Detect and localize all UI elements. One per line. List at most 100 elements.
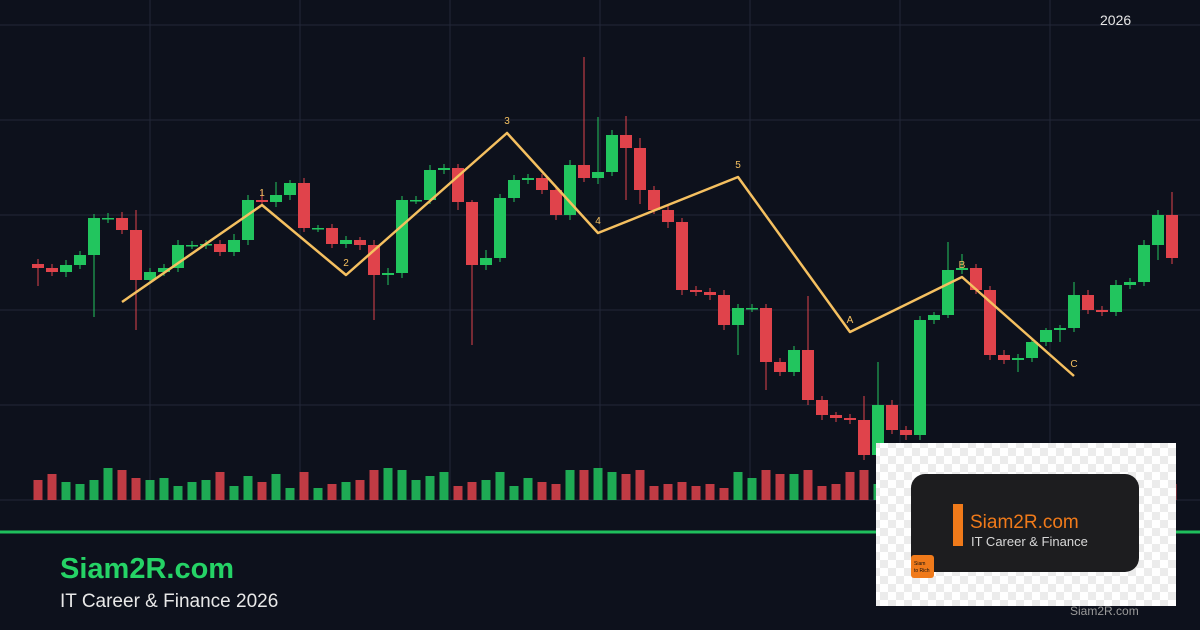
candle-body: [1166, 215, 1178, 258]
logo-title: Siam2R.com: [970, 512, 1079, 533]
volume-bar: [89, 480, 99, 500]
candle-body: [1138, 245, 1150, 282]
candle-body: [704, 292, 716, 295]
volume-bar: [201, 480, 211, 500]
volume-bar: [215, 472, 225, 500]
volume-bar: [187, 482, 197, 500]
volume-bar: [243, 476, 253, 500]
logo-bar: [953, 504, 963, 546]
volume-bar: [145, 480, 155, 500]
candle-body: [676, 222, 688, 290]
candle-body: [830, 415, 842, 418]
candle-body: [1012, 358, 1024, 360]
candle-body: [970, 268, 982, 290]
candle-body: [88, 218, 100, 255]
wave-label: 4: [595, 216, 601, 227]
candle-body: [508, 180, 520, 198]
wave-line: [121, 131, 1075, 377]
grid: [0, 0, 1200, 501]
volume-bar: [33, 480, 43, 500]
volume-bar: [285, 488, 295, 500]
volume-bar: [271, 474, 281, 500]
candle-body: [214, 244, 226, 252]
logo-badge-text: Siam: [914, 561, 925, 567]
volume-bar: [369, 470, 379, 500]
volume-bar: [789, 474, 799, 500]
candle-body: [382, 273, 394, 275]
volume-bar: [75, 484, 85, 500]
volume-bar: [663, 484, 673, 500]
volume-bar: [733, 472, 743, 500]
candle-body: [914, 320, 926, 435]
candle-body: [1082, 295, 1094, 310]
volume-bar: [817, 486, 827, 500]
volume-bar: [831, 484, 841, 500]
wave-label: 5: [735, 160, 741, 171]
plot: 1 2 3 4 5 A B C: [32, 57, 1178, 500]
wave-label: A: [847, 315, 854, 326]
candle-body: [284, 183, 296, 195]
candle-body: [242, 200, 254, 240]
candle-body: [802, 350, 814, 400]
candle-body: [1068, 295, 1080, 328]
candle-body: [886, 405, 898, 430]
volume-bar: [761, 470, 771, 500]
candle-body: [340, 240, 352, 244]
candle-body: [60, 265, 72, 272]
candle-body: [438, 168, 450, 170]
candle-body: [270, 195, 282, 202]
wave-label: 2: [343, 258, 349, 269]
candle-body: [1040, 330, 1052, 342]
volume-bar: [383, 468, 393, 500]
candle-body: [984, 290, 996, 355]
volume-bar: [803, 470, 813, 500]
candle-body: [144, 272, 156, 280]
volume-bar: [537, 482, 547, 500]
candle-body: [312, 228, 324, 230]
candle-body: [74, 255, 86, 265]
candle-body: [816, 400, 828, 415]
candle-body: [592, 172, 604, 178]
volume-bar: [621, 474, 631, 500]
volume-bar: [61, 482, 71, 500]
candle-body: [32, 264, 44, 268]
volume-bar: [523, 478, 533, 500]
logo: Siam2R.com IT Career & Finance Siam to R…: [876, 443, 1176, 618]
candle-body: [732, 308, 744, 325]
volume-bar: [425, 476, 435, 500]
candle-body: [130, 230, 142, 280]
candle-body: [564, 165, 576, 215]
candle-body: [116, 218, 128, 230]
logo-subtitle: IT Career & Finance: [971, 534, 1088, 549]
candle-body: [550, 190, 562, 215]
wave-label: C: [1070, 359, 1077, 370]
volume-bar: [495, 472, 505, 500]
candle-body: [46, 268, 58, 272]
volume-bar: [565, 470, 575, 500]
volume-bar: [397, 470, 407, 500]
candle-body: [690, 290, 702, 292]
candle-body: [928, 315, 940, 320]
volume-bar: [411, 480, 421, 500]
candle-body: [844, 418, 856, 420]
candle-body: [1026, 342, 1038, 358]
candle-body: [578, 165, 590, 178]
candle-body: [396, 200, 408, 273]
volume-bar: [257, 482, 267, 500]
candle-body: [186, 245, 198, 247]
candle-body: [606, 135, 618, 172]
volume-bar: [131, 478, 141, 500]
volume-bar: [117, 470, 127, 500]
candle-body: [298, 183, 310, 228]
logo-card: [911, 474, 1139, 572]
candle-body: [1152, 215, 1164, 245]
volume-bar: [313, 488, 323, 500]
volume-bar: [845, 472, 855, 500]
candle-body: [634, 148, 646, 190]
candle-body: [662, 210, 674, 222]
volume-bar: [635, 470, 645, 500]
volume-bar: [453, 486, 463, 500]
volume-bar: [593, 468, 603, 500]
candle-body: [1096, 310, 1108, 312]
year-label: 2026: [1100, 12, 1131, 28]
